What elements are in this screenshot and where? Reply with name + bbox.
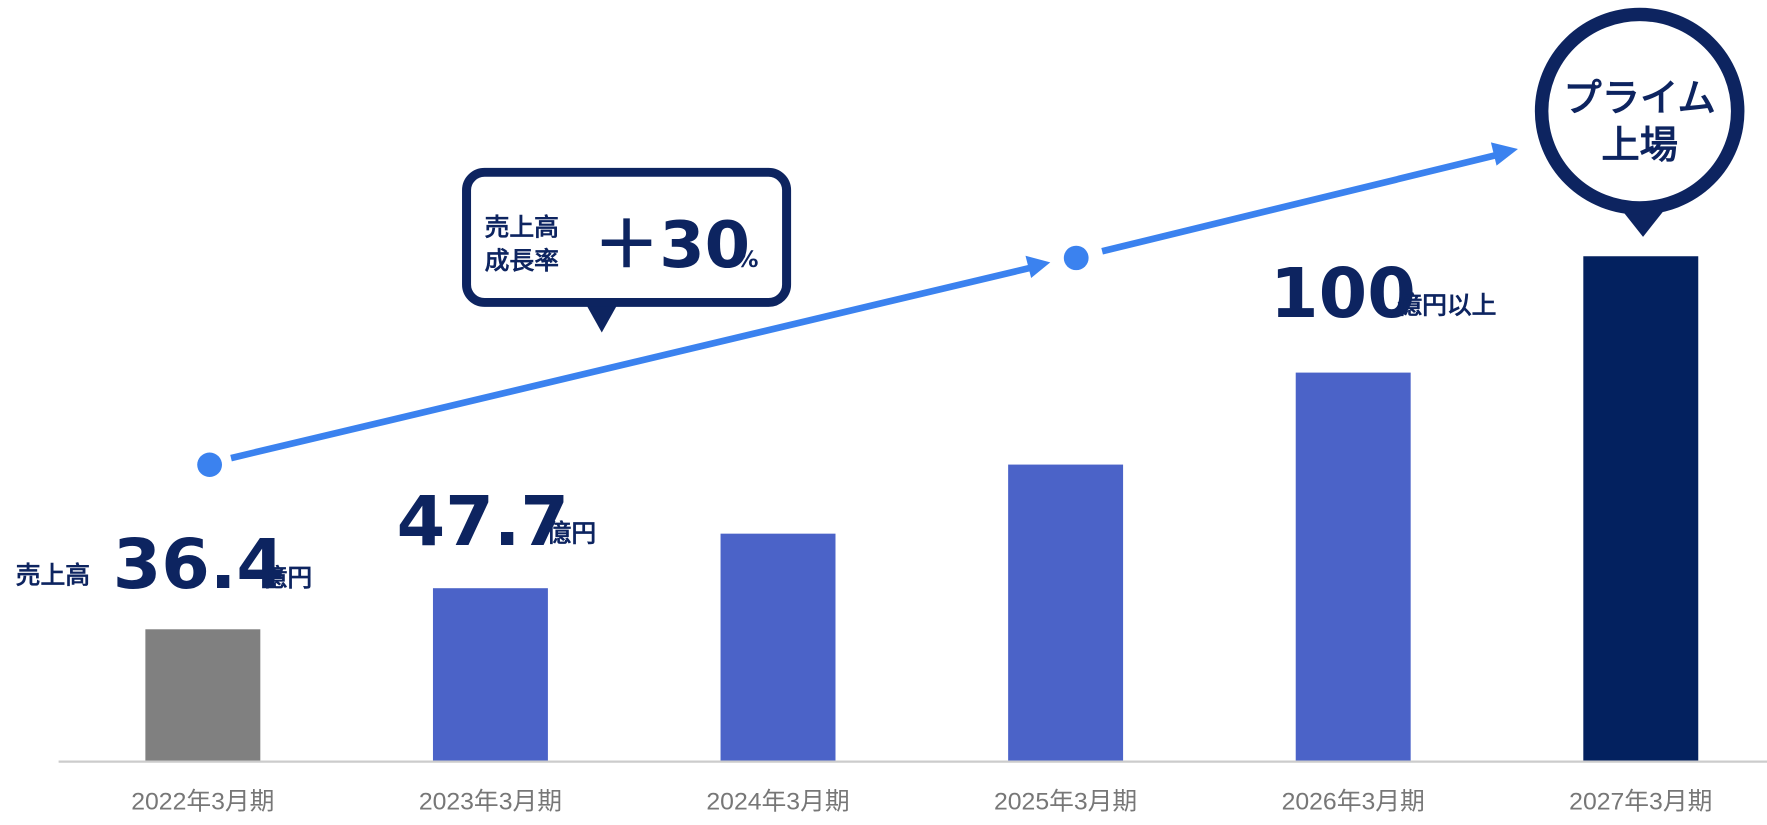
x-tick-label: 2026年3月期 [1282,788,1425,816]
badge-circle [1534,7,1745,215]
unit-label: 億円 [547,519,597,548]
bar [720,533,836,762]
callout-unit: % [736,247,759,273]
growth-arrow [197,142,1518,477]
bar [145,629,261,762]
callout-label: 売上高 [485,213,559,242]
arrow-head [1490,142,1518,166]
x-tick-label: 2025年3月期 [994,788,1137,816]
unit-label: 億円 [263,563,313,592]
badge-pointer [1622,211,1664,237]
bar [1008,464,1124,762]
growth-callout: 売上高 成長率 ＋30 % [462,167,792,333]
x-tick-label: 2022年3月期 [131,788,274,816]
value-label: 36.4 [113,526,285,605]
arrow-line [230,263,1036,462]
badge-text: プライム [1563,76,1715,120]
x-tick-label: 2027年3月期 [1569,788,1712,816]
bar [1295,372,1411,762]
target-unit: 億円以上 [1397,291,1496,320]
dot [1063,245,1089,271]
value-label: 47.7 [397,482,569,561]
badge: プライム 上場 [1534,7,1745,237]
x-tick-label: 2023年3月期 [419,788,562,816]
label-prefix: 売上高 [16,561,90,590]
x-tick-label: 2024年3月期 [706,788,849,816]
callout-value: ＋30 [594,208,750,282]
arrow-head [1025,255,1051,278]
target-label: 100 [1270,254,1416,333]
arrow-line [1101,151,1500,255]
callout-pointer [583,300,620,333]
bar [1583,256,1699,762]
callout-label: 成長率 [485,246,559,275]
bar [432,588,548,762]
badge-text: 上場 [1601,123,1678,167]
dot [197,452,223,477]
callout-box [462,167,792,307]
